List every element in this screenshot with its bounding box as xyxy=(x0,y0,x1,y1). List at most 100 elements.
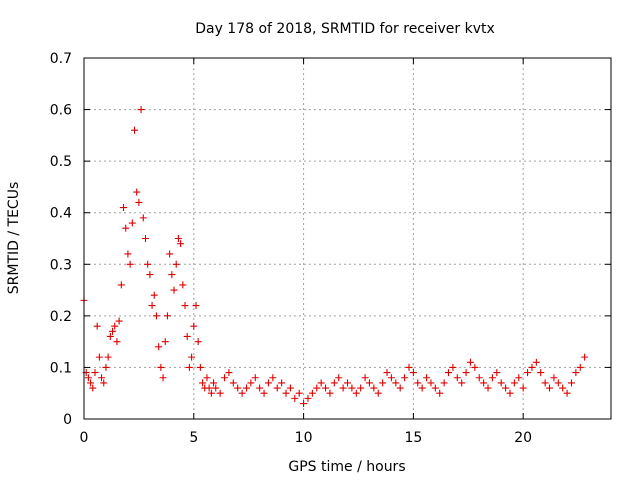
data-point xyxy=(295,389,303,397)
y-tick-label: 0.5 xyxy=(50,154,72,170)
data-point xyxy=(93,322,101,330)
data-point xyxy=(155,343,163,351)
data-point xyxy=(475,374,483,382)
data-point xyxy=(192,302,200,310)
data-point xyxy=(466,358,474,366)
data-point xyxy=(344,379,351,387)
y-tick-label: 0.3 xyxy=(50,257,72,273)
data-point xyxy=(401,374,409,382)
data-point xyxy=(190,322,198,330)
x-tick-label: 0 xyxy=(80,430,89,446)
data-point xyxy=(480,379,488,387)
data-point xyxy=(152,312,160,320)
data-point xyxy=(313,384,321,392)
data-point xyxy=(177,240,185,248)
data-point xyxy=(581,353,589,361)
data-point xyxy=(387,374,395,382)
data-point xyxy=(335,374,343,382)
data-point xyxy=(300,400,308,408)
data-point xyxy=(104,353,112,361)
data-point xyxy=(330,379,338,387)
data-point xyxy=(174,235,182,242)
data-point xyxy=(139,214,147,222)
data-point xyxy=(273,384,281,392)
data-point xyxy=(216,389,224,397)
grid-lines xyxy=(84,58,611,419)
data-point xyxy=(546,384,554,392)
plot-frame xyxy=(83,57,612,420)
data-point xyxy=(163,312,171,320)
data-point xyxy=(221,374,229,382)
data-point xyxy=(84,374,92,382)
data-point xyxy=(247,379,255,387)
data-point xyxy=(291,394,299,402)
data-point xyxy=(89,384,97,392)
data-points xyxy=(80,106,589,408)
data-point xyxy=(141,235,149,242)
data-point xyxy=(91,369,99,377)
data-point xyxy=(181,302,189,310)
data-point xyxy=(418,384,426,392)
data-point xyxy=(234,384,242,392)
data-point xyxy=(185,363,193,371)
data-point xyxy=(102,363,110,371)
y-tick-label: 0.1 xyxy=(50,360,72,376)
data-point xyxy=(122,224,130,232)
x-tick-label: 15 xyxy=(404,430,422,446)
data-point xyxy=(106,332,114,340)
data-point xyxy=(133,188,141,196)
data-point xyxy=(326,389,334,397)
data-point xyxy=(352,389,360,397)
data-point xyxy=(150,291,158,299)
data-point xyxy=(115,317,123,325)
data-point xyxy=(95,353,103,361)
data-point xyxy=(541,379,549,387)
data-point xyxy=(172,260,180,268)
data-point xyxy=(205,384,213,392)
data-point xyxy=(159,374,167,382)
data-point xyxy=(436,389,444,397)
data-point xyxy=(157,363,165,371)
data-point xyxy=(348,384,356,392)
data-point xyxy=(212,384,220,392)
data-point xyxy=(493,369,501,377)
data-point xyxy=(225,369,233,377)
data-point xyxy=(264,379,272,387)
data-point xyxy=(111,322,119,330)
data-point xyxy=(196,363,204,371)
data-point xyxy=(166,250,174,258)
data-point xyxy=(251,374,259,382)
data-point xyxy=(440,379,448,387)
data-point xyxy=(576,363,584,371)
data-point xyxy=(260,389,268,397)
data-point xyxy=(396,384,404,392)
data-point xyxy=(113,338,121,346)
data-point xyxy=(361,374,369,382)
y-tick-label: 0.2 xyxy=(50,309,72,325)
y-tick-label: 0 xyxy=(63,412,72,428)
data-point xyxy=(453,374,461,382)
data-point xyxy=(146,271,154,279)
data-point xyxy=(572,369,580,377)
data-point xyxy=(370,384,378,392)
data-point xyxy=(383,369,391,377)
data-point xyxy=(550,374,558,382)
data-point xyxy=(179,281,187,289)
data-point xyxy=(109,327,117,335)
y-tick-labels: 0 0.1 0.2 0.3 0.4 0.5 0.6 0.7 xyxy=(50,51,72,428)
data-point xyxy=(537,369,545,377)
y-tick-label: 0.7 xyxy=(50,51,72,67)
data-point xyxy=(238,389,246,397)
x-tick-label: 20 xyxy=(514,430,532,446)
data-point xyxy=(458,379,466,387)
data-point xyxy=(269,374,277,382)
data-point xyxy=(392,379,400,387)
data-point xyxy=(137,106,145,114)
data-point xyxy=(242,384,250,392)
data-point xyxy=(148,302,156,310)
data-point xyxy=(502,384,510,392)
data-point xyxy=(124,250,132,258)
data-point xyxy=(229,379,237,387)
data-point xyxy=(374,389,382,397)
data-point xyxy=(128,219,136,227)
